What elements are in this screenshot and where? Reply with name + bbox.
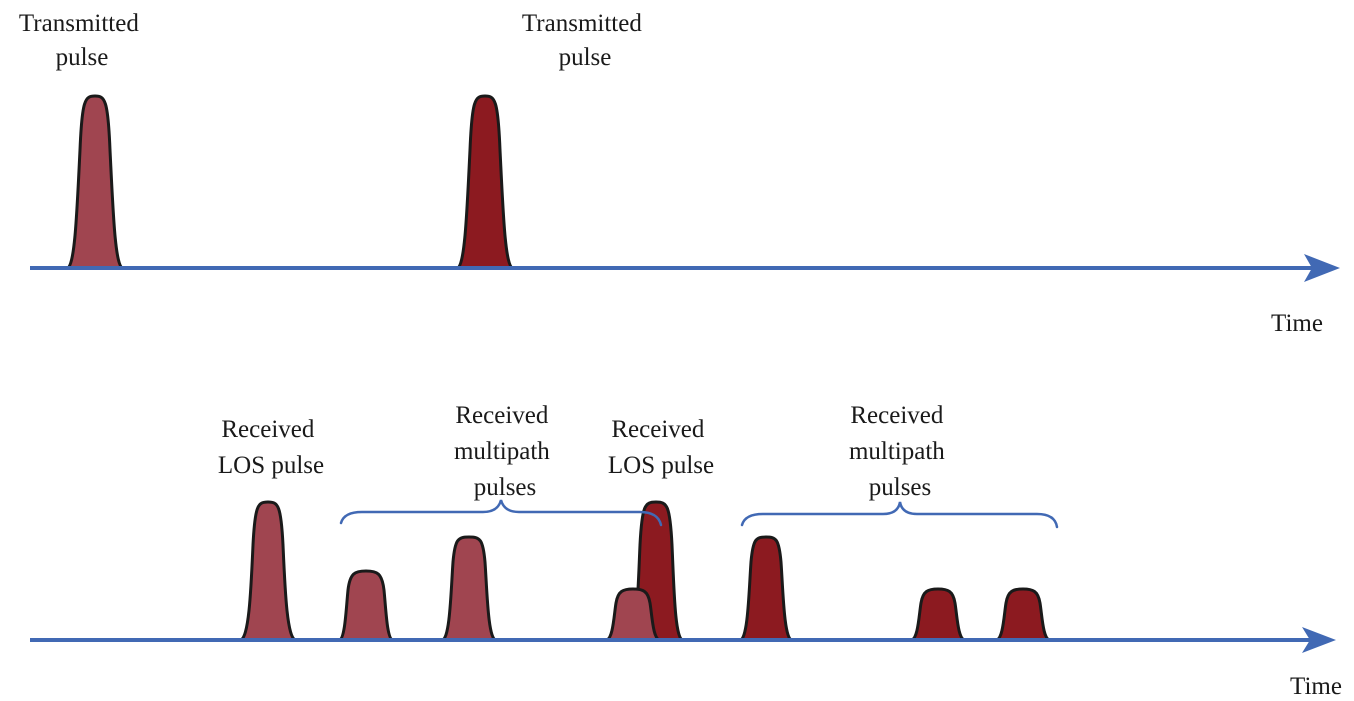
received-multipath-pulse-2b — [909, 587, 967, 642]
received-timeline: Received LOS pulse Received multipath pu… — [30, 402, 1342, 700]
multipath-brace-2 — [740, 501, 1059, 529]
transmitted-axis-arrowhead — [1304, 254, 1340, 282]
received-multipath-pulse-1c — [604, 587, 662, 642]
received-los-label-1: Received LOS pulse — [218, 416, 324, 479]
received-los-label-2: Received LOS pulse — [608, 416, 714, 479]
multipath-brace-1 — [339, 499, 663, 527]
received-multipath-label-1: Received multipath pulses — [454, 402, 556, 501]
received-time-label: Time — [1290, 673, 1342, 700]
received-multipath-pulse-1b — [440, 535, 498, 642]
transmitted-label-2: Transmitted pulse — [522, 10, 648, 71]
transmitted-timeline: Transmitted pulse Transmitted pulse Time — [19, 10, 1340, 337]
transmitted-time-label: Time — [1271, 310, 1323, 337]
received-los-pulse-1 — [238, 500, 298, 642]
transmitted-pulse-2 — [455, 94, 515, 270]
received-axis-arrowhead — [1302, 627, 1336, 653]
transmitted-pulse-1 — [65, 94, 125, 270]
transmitted-label-1: Transmitted pulse — [19, 10, 145, 71]
received-multipath-pulse-2c — [994, 587, 1052, 642]
received-multipath-pulse-2a — [738, 535, 794, 642]
received-multipath-pulse-1a — [337, 569, 395, 642]
received-multipath-label-2: Received multipath pulses — [849, 402, 951, 501]
